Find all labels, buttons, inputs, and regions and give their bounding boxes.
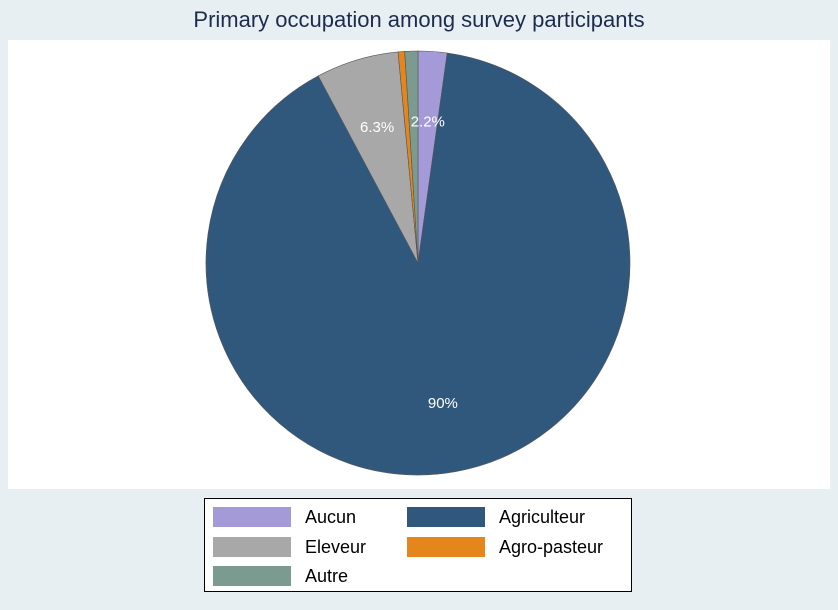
legend-item-aucun: Aucun: [213, 506, 356, 528]
legend-label-aucun: Aucun: [305, 506, 357, 527]
legend-label-autre: Autre: [305, 565, 349, 586]
legend-label-agriculteur: Agriculteur: [499, 506, 586, 527]
legend-item-eleveur: Eleveur: [213, 536, 366, 558]
legend-item-autre: Autre: [213, 565, 348, 587]
legend-label-agro-pasteur: Agro-pasteur: [499, 536, 604, 557]
legend-item-agriculteur: Agriculteur: [407, 506, 585, 528]
slice-label-agriculteur: 90%: [428, 395, 458, 412]
legend-swatch-autre: [213, 566, 291, 586]
legend-item-agro-pasteur: Agro-pasteur: [407, 536, 603, 558]
legend-swatch-aucun: [213, 507, 291, 527]
pie-slice-autre: [404, 50, 419, 264]
legend-swatch-agriculteur: [407, 507, 485, 527]
pie-slice-agriculteur: [205, 52, 631, 476]
legend-swatch-agro-pasteur: [407, 537, 485, 557]
chart-title: Primary occupation among survey particip…: [193, 7, 645, 32]
legend-swatch-eleveur: [213, 537, 291, 557]
slice-label-eleveur: 6.3%: [360, 119, 394, 136]
legend: Aucun Agriculteur Eleveur Agro-pasteur A…: [204, 498, 632, 592]
legend-label-eleveur: Eleveur: [305, 536, 367, 557]
slice-label-aucun: 2.2%: [411, 113, 445, 130]
